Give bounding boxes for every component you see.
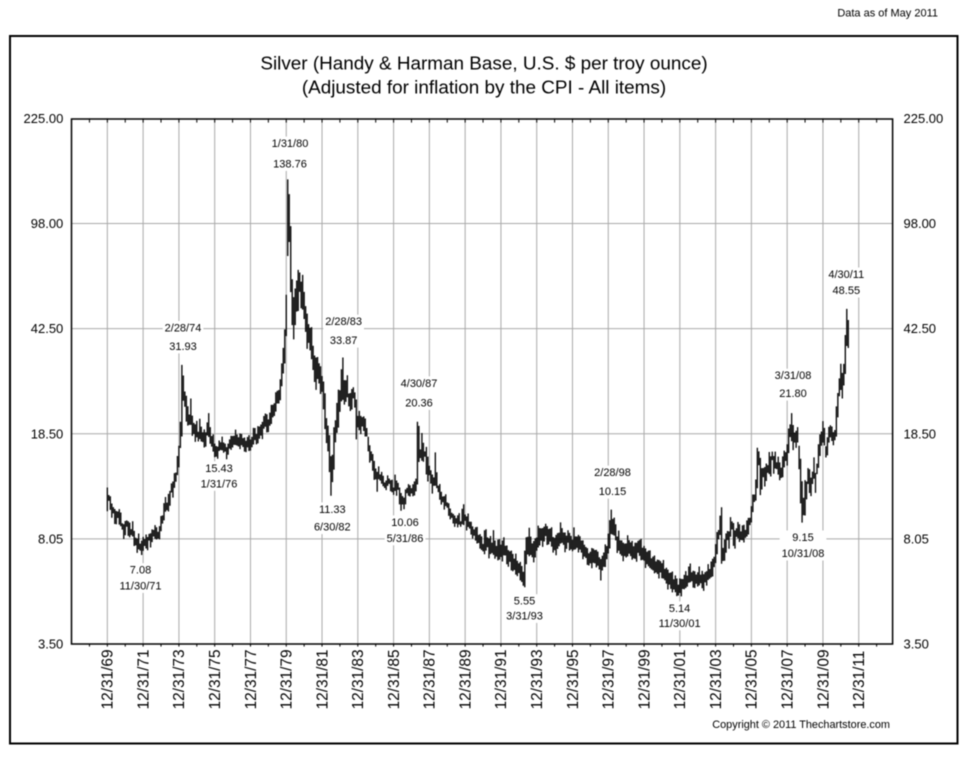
svg-text:18.50: 18.50 (904, 426, 937, 441)
svg-text:Silver (Handy & Harman Base, U: Silver (Handy & Harman Base, U.S. $ per … (260, 54, 707, 75)
svg-text:12/31/85: 12/31/85 (386, 649, 403, 709)
svg-text:12/31/71: 12/31/71 (135, 649, 152, 709)
svg-text:5.55: 5.55 (514, 596, 535, 608)
svg-text:2/28/83: 2/28/83 (325, 316, 362, 328)
svg-text:Data as of May 2011: Data as of May 2011 (837, 8, 938, 20)
svg-text:42.50: 42.50 (31, 321, 64, 336)
svg-text:12/31/79: 12/31/79 (279, 649, 296, 709)
svg-text:98.00: 98.00 (904, 216, 937, 231)
svg-text:12/31/07: 12/31/07 (779, 649, 796, 709)
svg-text:12/31/09: 12/31/09 (815, 649, 832, 709)
svg-text:225.00: 225.00 (24, 111, 64, 126)
svg-text:7.08: 7.08 (130, 565, 151, 577)
svg-text:10/31/08: 10/31/08 (782, 548, 825, 560)
svg-text:11/30/71: 11/30/71 (119, 580, 161, 592)
svg-text:20.36: 20.36 (405, 397, 433, 409)
svg-text:138.76: 138.76 (273, 158, 307, 170)
svg-text:10.15: 10.15 (599, 486, 627, 498)
svg-text:(Adjusted for inflation by the: (Adjusted for inflation by the CPI - All… (302, 78, 666, 99)
svg-text:12/31/93: 12/31/93 (529, 649, 546, 709)
svg-text:12/31/91: 12/31/91 (493, 649, 510, 709)
svg-text:12/31/03: 12/31/03 (708, 649, 725, 709)
svg-text:1/31/76: 1/31/76 (201, 478, 238, 490)
svg-text:225.00: 225.00 (904, 111, 944, 126)
svg-text:3.50: 3.50 (38, 637, 63, 652)
svg-text:21.80: 21.80 (779, 388, 807, 400)
svg-text:12/31/83: 12/31/83 (350, 649, 367, 709)
svg-text:2/28/74: 2/28/74 (165, 323, 202, 335)
svg-text:33.87: 33.87 (330, 335, 358, 347)
svg-text:6/30/82: 6/30/82 (314, 522, 351, 534)
svg-text:2/28/98: 2/28/98 (594, 467, 631, 479)
svg-text:12/31/01: 12/31/01 (672, 649, 689, 709)
svg-text:11.33: 11.33 (319, 504, 346, 516)
svg-text:11/30/01: 11/30/01 (659, 618, 701, 630)
svg-text:4/30/87: 4/30/87 (401, 378, 438, 390)
svg-text:12/31/73: 12/31/73 (171, 649, 188, 709)
svg-text:12/31/11: 12/31/11 (851, 651, 868, 710)
svg-text:12/31/05: 12/31/05 (744, 649, 761, 709)
svg-text:3/31/08: 3/31/08 (775, 370, 812, 382)
svg-text:9.15: 9.15 (792, 532, 813, 544)
svg-text:12/31/77: 12/31/77 (243, 649, 260, 709)
svg-text:12/31/95: 12/31/95 (565, 649, 582, 709)
svg-text:12/31/69: 12/31/69 (100, 649, 117, 709)
svg-text:12/31/89: 12/31/89 (457, 649, 474, 709)
svg-text:5.14: 5.14 (669, 603, 690, 615)
svg-text:15.43: 15.43 (205, 463, 233, 475)
svg-text:3/31/93: 3/31/93 (506, 610, 543, 622)
svg-text:5/31/86: 5/31/86 (387, 533, 424, 545)
svg-text:12/31/99: 12/31/99 (636, 649, 653, 709)
svg-text:12/31/97: 12/31/97 (601, 649, 618, 709)
svg-text:42.50: 42.50 (904, 321, 937, 336)
svg-text:18.50: 18.50 (31, 426, 64, 441)
svg-text:98.00: 98.00 (31, 216, 64, 231)
svg-text:12/31/75: 12/31/75 (207, 649, 224, 709)
svg-text:48.55: 48.55 (833, 285, 861, 297)
svg-text:1/31/80: 1/31/80 (272, 138, 309, 150)
svg-text:3.50: 3.50 (904, 637, 929, 652)
svg-text:Copyright © 2011 Thechartstore: Copyright © 2011 Thechartstore.com (712, 719, 890, 731)
svg-text:8.05: 8.05 (904, 532, 929, 547)
svg-text:12/31/87: 12/31/87 (422, 649, 439, 709)
svg-text:8.05: 8.05 (38, 532, 63, 547)
svg-text:10.06: 10.06 (391, 517, 419, 529)
svg-text:4/30/11: 4/30/11 (828, 269, 864, 281)
svg-text:12/31/81: 12/31/81 (314, 649, 331, 709)
svg-text:31.93: 31.93 (169, 341, 197, 353)
